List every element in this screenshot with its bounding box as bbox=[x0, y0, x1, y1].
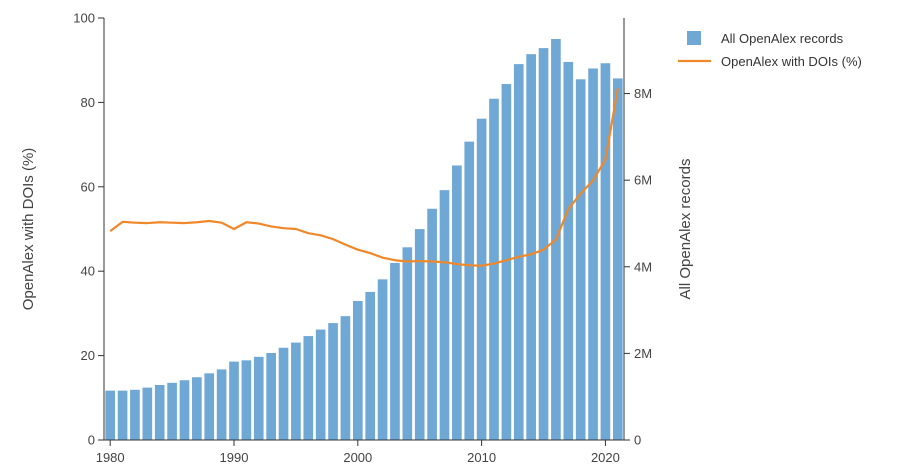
bar-1994 bbox=[279, 348, 289, 440]
bar-2018 bbox=[576, 79, 586, 440]
bar-2020 bbox=[601, 63, 611, 440]
x-tick-label-1990: 1990 bbox=[220, 450, 249, 465]
bar-2002 bbox=[378, 279, 388, 440]
y-left-axis-title: OpenAlex with DOIs (%) bbox=[20, 148, 37, 311]
bar-1987 bbox=[192, 377, 202, 440]
bar-1989 bbox=[217, 369, 227, 440]
bar-1986 bbox=[180, 380, 190, 440]
bar-2007 bbox=[440, 190, 450, 440]
y-right-tick-label-2M: 2M bbox=[634, 346, 652, 361]
x-tick-label-2020: 2020 bbox=[591, 450, 620, 465]
x-tick-label-1980: 1980 bbox=[96, 450, 125, 465]
y-right-tick-label-0: 0 bbox=[634, 433, 641, 448]
bar-1981 bbox=[118, 391, 128, 440]
bar-1992 bbox=[254, 357, 264, 440]
bars-group bbox=[105, 39, 622, 440]
bar-1991 bbox=[242, 360, 252, 440]
y-left-tick-label-60: 60 bbox=[81, 179, 95, 194]
legend-label-line: OpenAlex with DOIs (%) bbox=[721, 54, 862, 69]
bar-2009 bbox=[464, 142, 474, 440]
bar-1996 bbox=[303, 336, 313, 440]
y-left-tick-label-20: 20 bbox=[81, 348, 95, 363]
bar-2006 bbox=[427, 209, 437, 440]
bar-1980 bbox=[105, 391, 115, 440]
bar-1988 bbox=[204, 373, 214, 440]
bar-1983 bbox=[143, 388, 153, 440]
bar-2000 bbox=[353, 301, 363, 440]
bar-2017 bbox=[563, 62, 573, 440]
bar-2014 bbox=[526, 54, 536, 440]
bar-1990 bbox=[229, 362, 239, 440]
y-right-tick-label-8M: 8M bbox=[634, 86, 652, 101]
y-left-tick-label-80: 80 bbox=[81, 95, 95, 110]
x-tick-label-2000: 2000 bbox=[343, 450, 372, 465]
x-tick-label-2010: 2010 bbox=[467, 450, 496, 465]
y-right-tick-label-4M: 4M bbox=[634, 259, 652, 274]
bar-2003 bbox=[390, 263, 400, 440]
y-right-axis-title: All OpenAlex records bbox=[677, 159, 694, 300]
bar-1982 bbox=[130, 390, 140, 440]
bar-2013 bbox=[514, 64, 524, 440]
bar-2015 bbox=[539, 48, 549, 440]
y-left-tick-label-100: 100 bbox=[73, 11, 95, 26]
bar-2019 bbox=[588, 68, 598, 440]
bar-1985 bbox=[167, 383, 177, 440]
bar-1984 bbox=[155, 385, 165, 440]
bar-2010 bbox=[477, 119, 487, 440]
y-left-tick-label-40: 40 bbox=[81, 264, 95, 279]
bar-1993 bbox=[266, 353, 276, 440]
bar-2004 bbox=[403, 247, 413, 440]
bar-2001 bbox=[365, 292, 375, 440]
legend-label-bar: All OpenAlex records bbox=[721, 31, 844, 46]
bar-1999 bbox=[341, 316, 351, 440]
legend: All OpenAlex records OpenAlex with DOIs (… bbox=[678, 31, 862, 69]
bar-2008 bbox=[452, 165, 462, 440]
bar-1995 bbox=[291, 343, 301, 440]
bar-2021 bbox=[613, 78, 623, 440]
bar-1998 bbox=[328, 323, 338, 440]
y-left-tick-label-0: 0 bbox=[88, 433, 95, 448]
bar-1997 bbox=[316, 330, 326, 440]
legend-swatch-bar bbox=[687, 31, 701, 45]
bar-2011 bbox=[489, 99, 499, 440]
y-right-tick-label-6M: 6M bbox=[634, 173, 652, 188]
